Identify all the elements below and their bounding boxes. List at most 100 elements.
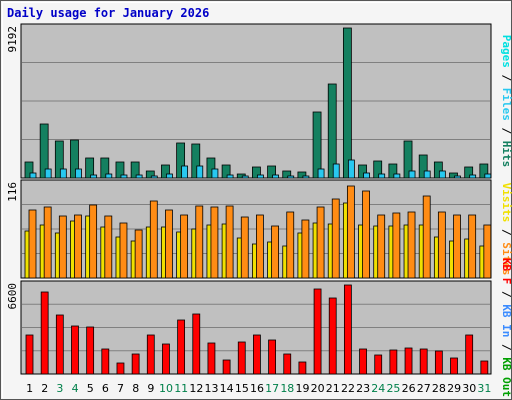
top-bar-hits-day-17 bbox=[267, 165, 276, 179]
top-bar-files-day-27 bbox=[423, 170, 431, 179]
x-tick-day-14: 14 bbox=[220, 382, 234, 395]
bottom-bar-kb-f-day-10 bbox=[162, 343, 170, 375]
middle-bar-sites-day-19 bbox=[301, 219, 310, 279]
legend-visits: Visits bbox=[500, 183, 512, 223]
x-tick-day-21: 21 bbox=[326, 382, 340, 395]
middle-bar-sites-day-7 bbox=[119, 222, 128, 279]
middle-bar-sites-day-25 bbox=[392, 212, 401, 279]
top-bar-hits-day-23 bbox=[358, 164, 367, 179]
middle-bar-sites-day-11 bbox=[180, 214, 189, 279]
legend-kb-in: KB In bbox=[500, 304, 512, 337]
bottom-bar-kb-f-day-12 bbox=[192, 313, 201, 375]
x-tick-day-6: 6 bbox=[102, 382, 109, 395]
middle-bar-sites-day-17 bbox=[271, 225, 279, 279]
bottom-bar-kb-f-day-25 bbox=[389, 349, 398, 375]
middle-bar-sites-day-18 bbox=[286, 211, 295, 279]
middle-bar-sites-day-3 bbox=[58, 215, 67, 279]
top-bar-hits-day-10 bbox=[161, 164, 170, 179]
middle-bar-sites-day-16 bbox=[256, 214, 264, 279]
middle-max-label: 116 bbox=[6, 182, 19, 202]
legend-separator: / bbox=[500, 68, 512, 88]
top-max-label: 9192 bbox=[6, 26, 19, 53]
x-tick-day-19: 19 bbox=[295, 382, 309, 395]
middle-bar-sites-day-12 bbox=[195, 205, 204, 279]
top-bar-files-day-26 bbox=[408, 170, 416, 179]
x-tick-day-20: 20 bbox=[311, 382, 325, 395]
x-tick-day-10: 10 bbox=[159, 382, 173, 395]
bottom-bar-kb-f-day-18 bbox=[283, 353, 292, 375]
x-tick-day-22: 22 bbox=[341, 382, 355, 395]
x-tick-day-16: 16 bbox=[250, 382, 264, 395]
top-bar-files-day-15 bbox=[241, 175, 249, 179]
bottom-bar-kb-f-day-16 bbox=[253, 334, 261, 375]
bottom-bar-kb-f-day-27 bbox=[419, 348, 428, 375]
bottom-legend: KB F / KB In / KB Out bbox=[500, 258, 512, 397]
top-bar-files-day-3 bbox=[59, 168, 67, 179]
x-tick-day-15: 15 bbox=[235, 382, 249, 395]
top-bar-hits-day-6 bbox=[100, 157, 110, 179]
x-tick-day-9: 9 bbox=[147, 382, 154, 395]
top-bar-files-day-12 bbox=[196, 165, 204, 179]
top-bar-files-day-22 bbox=[347, 159, 355, 179]
top-bar-hits-day-29 bbox=[449, 172, 458, 179]
top-legend: Pages / Files / Hits bbox=[500, 35, 512, 168]
middle-bar-sites-day-10 bbox=[165, 209, 173, 279]
bottom-bar-kb-f-day-9 bbox=[146, 334, 155, 375]
top-bar-files-day-20 bbox=[317, 168, 325, 179]
middle-bar-sites-day-20 bbox=[316, 206, 325, 279]
top-bar-files-day-7 bbox=[120, 174, 128, 179]
top-bar-hits-day-7 bbox=[115, 161, 125, 179]
top-bar-hits-day-31 bbox=[479, 163, 489, 179]
legend-separator: / bbox=[500, 121, 512, 141]
top-bar-files-day-29 bbox=[454, 175, 461, 179]
bottom-bar-kb-f-day-23 bbox=[359, 348, 367, 375]
x-tick-day-11: 11 bbox=[174, 382, 188, 395]
top-bar-files-day-31 bbox=[484, 173, 492, 179]
top-bar-hits-day-24 bbox=[373, 160, 383, 179]
top-bar-hits-day-27 bbox=[418, 154, 428, 179]
bottom-bar-kb-f-day-6 bbox=[101, 348, 110, 375]
top-bar-hits-day-4 bbox=[70, 139, 79, 179]
bottom-bar-kb-f-day-8 bbox=[131, 353, 140, 375]
top-bar-hits-day-20 bbox=[312, 111, 322, 179]
legend-separator: / bbox=[500, 284, 512, 304]
middle-bar-sites-day-29 bbox=[453, 214, 461, 279]
top-bar-files-day-25 bbox=[393, 173, 401, 179]
bottom-bar-kb-f-day-22 bbox=[343, 284, 352, 375]
x-tick-day-30: 30 bbox=[462, 382, 476, 395]
top-bar-hits-day-14 bbox=[221, 164, 231, 179]
bottom-bar-kb-f-day-4 bbox=[71, 325, 79, 375]
top-bar-files-day-6 bbox=[105, 173, 113, 179]
x-tick-day-7: 7 bbox=[117, 382, 124, 395]
x-tick-day-24: 24 bbox=[371, 382, 385, 395]
x-tick-day-17: 17 bbox=[265, 382, 279, 395]
middle-bar-sites-day-31 bbox=[483, 224, 492, 279]
top-bar-hits-day-25 bbox=[388, 163, 398, 179]
x-tick-day-8: 8 bbox=[132, 382, 139, 395]
legend-hits: Hits bbox=[500, 141, 512, 168]
x-tick-day-1: 1 bbox=[26, 382, 33, 395]
top-bar-files-day-19 bbox=[302, 175, 310, 179]
top-bar-files-day-1 bbox=[29, 172, 37, 179]
middle-bar-sites-day-5 bbox=[89, 204, 98, 279]
top-bar-files-day-5 bbox=[90, 174, 98, 179]
bottom-bar-kb-f-day-26 bbox=[404, 347, 413, 375]
bottom-bar-kb-f-day-14 bbox=[222, 359, 231, 375]
bottom-bar-kb-f-day-13 bbox=[207, 342, 216, 375]
chart-title: Daily usage for January 2026 bbox=[7, 6, 210, 20]
bottom-max-label: 6600 bbox=[6, 283, 19, 310]
middle-bar-sites-day-9 bbox=[149, 200, 158, 279]
middle-bar-sites-day-26 bbox=[407, 211, 416, 279]
middle-bar-sites-day-2 bbox=[43, 206, 52, 279]
x-tick-day-3: 3 bbox=[56, 382, 63, 395]
top-bar-hits-day-19 bbox=[297, 171, 307, 179]
middle-bar-sites-day-27 bbox=[422, 195, 431, 279]
top-bar-files-day-21 bbox=[332, 163, 340, 179]
top-bar-hits-day-12 bbox=[191, 143, 201, 179]
top-bar-hits-day-5 bbox=[85, 157, 95, 179]
top-bar-hits-day-2 bbox=[39, 123, 49, 179]
bottom-bar-kb-f-day-28 bbox=[434, 350, 443, 375]
top-bar-hits-day-21 bbox=[327, 83, 337, 179]
legend-separator: / bbox=[500, 337, 512, 357]
